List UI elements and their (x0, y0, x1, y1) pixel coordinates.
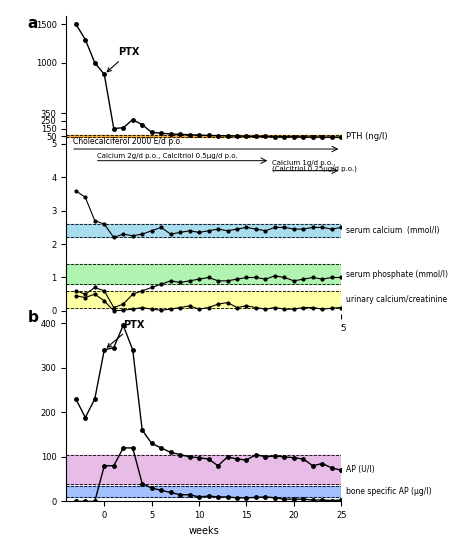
Text: urinary calcium/creatinine: urinary calcium/creatinine (346, 295, 447, 304)
Text: Calcium 1g/d p.o.,: Calcium 1g/d p.o., (272, 160, 336, 166)
Text: PTH (ng/l): PTH (ng/l) (346, 132, 388, 141)
X-axis label: weeks: weeks (189, 526, 219, 536)
Bar (66, 291, 341, 307)
Text: serum calcium  (mmol/l): serum calcium (mmol/l) (346, 226, 439, 235)
Text: C: C (182, 326, 188, 335)
Text: b: b (28, 311, 39, 325)
Text: serum phosphate (mmol/l): serum phosphate (mmol/l) (346, 270, 448, 278)
Text: AP (U/l): AP (U/l) (346, 465, 374, 474)
Text: PTX: PTX (107, 319, 145, 347)
Text: (Calcitriol 0.25μg/d p.o.): (Calcitriol 0.25μg/d p.o.) (272, 166, 357, 172)
Text: PTX: PTX (107, 47, 140, 72)
Text: A: A (68, 326, 74, 335)
Text: bone specific AP (μg/l): bone specific AP (μg/l) (346, 487, 432, 496)
Text: a: a (28, 16, 38, 32)
Text: weeks: weeks (203, 331, 233, 341)
Bar (66, 224, 341, 238)
Text: D: D (334, 326, 339, 335)
Bar (66, 455, 341, 483)
Bar (66, 486, 341, 497)
Text: Calcium 2g/d p.o., Calcitriol 0.5μg/d p.o.: Calcium 2g/d p.o., Calcitriol 0.5μg/d p.… (97, 153, 237, 159)
Text: B: B (78, 326, 83, 335)
Bar (66, 136, 341, 137)
Text: Cholecalciferol 2000 E/d p.o.: Cholecalciferol 2000 E/d p.o. (73, 137, 182, 146)
Bar (66, 264, 341, 284)
Text: 2$^{nd}$ biopsies: 2$^{nd}$ biopsies (171, 326, 218, 340)
Text: 1$^{st}$ biopsy: 1$^{st}$ biopsy (118, 326, 157, 340)
